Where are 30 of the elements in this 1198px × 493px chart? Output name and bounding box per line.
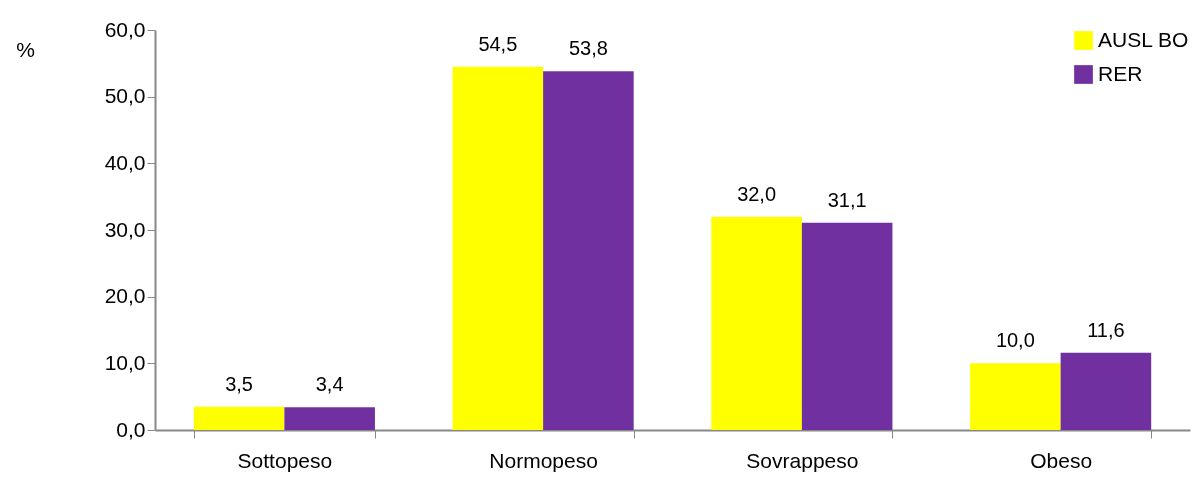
y-tick-label: 50,0	[104, 84, 146, 108]
data-label: 53,8	[568, 37, 608, 60]
data-label: 3,5	[225, 372, 253, 395]
legend-label: RER	[1098, 61, 1143, 85]
bar	[452, 66, 544, 430]
data-label: 54,5	[478, 32, 518, 55]
x-tick-label: Sovrappeso	[746, 448, 859, 472]
y-tick-label: 10,0	[104, 350, 146, 374]
data-label: 3,4	[315, 373, 344, 396]
y-tick-label: 20,0	[104, 284, 146, 308]
bar	[543, 71, 634, 430]
y-tick-label: 40,0	[104, 150, 146, 174]
bar	[284, 407, 375, 430]
legend-label: AUSL BO	[1098, 27, 1189, 51]
data-label: 32,0	[737, 182, 777, 205]
bar	[970, 363, 1061, 430]
y-tick-label: 30,0	[104, 217, 146, 241]
y-tick-label: 0,0	[116, 417, 146, 441]
data-label: 10,0	[995, 329, 1035, 352]
y-axis-title: %	[16, 37, 35, 61]
x-tick-label: Obeso	[1030, 448, 1093, 472]
x-tick-label: Normopeso	[489, 448, 598, 472]
x-tick-label: Sottopeso	[237, 448, 333, 472]
data-label: 31,1	[827, 188, 867, 211]
bar	[711, 216, 802, 430]
bar	[1060, 352, 1152, 430]
y-tick-label: 60,0	[104, 17, 146, 41]
data-label: 11,6	[1087, 318, 1125, 341]
bar	[193, 406, 285, 430]
bar	[801, 222, 893, 430]
